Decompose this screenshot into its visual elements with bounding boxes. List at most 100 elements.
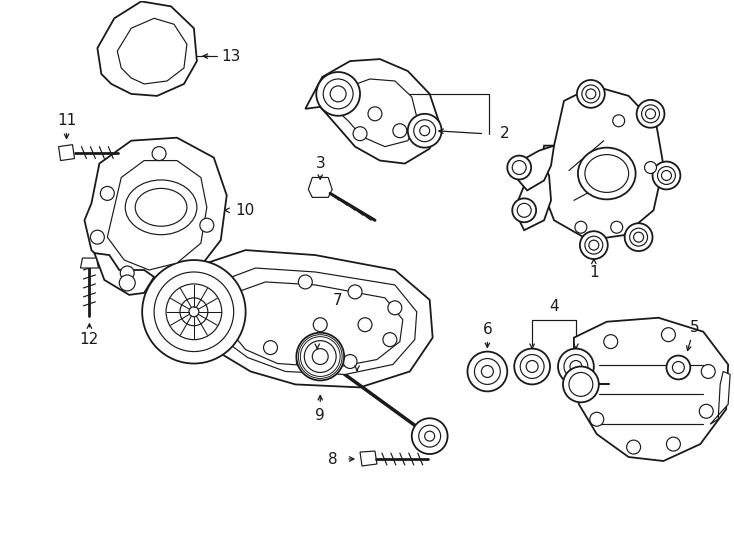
Circle shape [613, 115, 625, 127]
Text: 4: 4 [549, 299, 559, 314]
Circle shape [590, 412, 604, 426]
Polygon shape [98, 2, 197, 96]
Polygon shape [360, 451, 377, 466]
Text: 8: 8 [328, 451, 338, 467]
Circle shape [393, 124, 407, 138]
Circle shape [580, 231, 608, 259]
Circle shape [343, 355, 357, 368]
Circle shape [589, 240, 599, 250]
Circle shape [353, 127, 367, 140]
Circle shape [200, 218, 214, 232]
Circle shape [154, 272, 233, 352]
Polygon shape [144, 48, 169, 66]
Circle shape [666, 437, 680, 451]
Circle shape [627, 440, 641, 454]
Circle shape [520, 355, 544, 379]
Circle shape [625, 223, 653, 251]
Circle shape [120, 275, 135, 291]
Circle shape [644, 161, 656, 173]
Circle shape [507, 156, 531, 179]
Circle shape [512, 198, 536, 222]
Polygon shape [95, 253, 154, 295]
Polygon shape [107, 160, 207, 270]
Circle shape [630, 228, 647, 246]
Text: 2: 2 [499, 126, 509, 141]
Text: 3: 3 [316, 156, 325, 171]
Circle shape [526, 361, 538, 373]
Circle shape [368, 107, 382, 121]
Circle shape [468, 352, 507, 392]
Circle shape [142, 260, 246, 363]
Circle shape [558, 349, 594, 384]
Circle shape [383, 333, 397, 347]
Circle shape [420, 126, 429, 136]
Text: 1: 1 [589, 266, 599, 280]
Circle shape [585, 236, 603, 254]
Circle shape [330, 86, 346, 102]
Circle shape [166, 284, 222, 340]
Circle shape [658, 166, 675, 185]
Circle shape [642, 105, 659, 123]
Polygon shape [308, 178, 333, 198]
Circle shape [425, 431, 435, 441]
Polygon shape [574, 318, 728, 461]
Text: 13: 13 [221, 49, 241, 64]
Circle shape [653, 161, 680, 190]
Circle shape [577, 80, 605, 108]
Circle shape [701, 364, 715, 379]
Polygon shape [335, 79, 418, 147]
Polygon shape [81, 258, 98, 268]
Circle shape [101, 186, 115, 200]
Ellipse shape [578, 147, 636, 199]
Ellipse shape [135, 188, 187, 226]
Text: 11: 11 [57, 113, 76, 129]
Circle shape [316, 72, 360, 116]
Circle shape [672, 361, 684, 374]
Text: 10: 10 [235, 203, 254, 218]
Circle shape [474, 359, 501, 384]
Circle shape [661, 171, 672, 180]
Polygon shape [206, 268, 417, 374]
Circle shape [633, 232, 644, 242]
Circle shape [636, 100, 664, 128]
Polygon shape [84, 138, 227, 287]
Text: 7: 7 [333, 293, 342, 308]
Circle shape [358, 318, 372, 332]
Circle shape [661, 328, 675, 342]
Circle shape [297, 333, 344, 380]
Circle shape [611, 221, 622, 233]
Circle shape [515, 349, 550, 384]
Circle shape [586, 89, 596, 99]
Circle shape [582, 85, 600, 103]
Circle shape [482, 366, 493, 377]
Text: 5: 5 [689, 320, 699, 335]
Circle shape [575, 221, 587, 233]
Circle shape [412, 418, 448, 454]
Circle shape [388, 301, 401, 315]
Polygon shape [515, 166, 551, 230]
Ellipse shape [126, 180, 197, 235]
Circle shape [414, 120, 436, 141]
Circle shape [305, 341, 336, 373]
Polygon shape [539, 86, 664, 240]
Text: 6: 6 [482, 322, 493, 337]
Circle shape [264, 341, 277, 355]
Circle shape [312, 349, 328, 365]
Polygon shape [59, 145, 75, 160]
Text: 12: 12 [80, 332, 99, 347]
Circle shape [348, 285, 362, 299]
Circle shape [700, 404, 713, 418]
Circle shape [313, 318, 327, 332]
Polygon shape [117, 18, 187, 84]
Polygon shape [515, 146, 554, 191]
Circle shape [298, 275, 312, 289]
Circle shape [120, 266, 134, 280]
Circle shape [646, 109, 655, 119]
Circle shape [189, 307, 199, 317]
Circle shape [517, 204, 531, 217]
Polygon shape [711, 372, 730, 424]
Circle shape [512, 160, 526, 174]
Circle shape [563, 367, 599, 402]
Circle shape [564, 355, 588, 379]
Circle shape [569, 373, 593, 396]
